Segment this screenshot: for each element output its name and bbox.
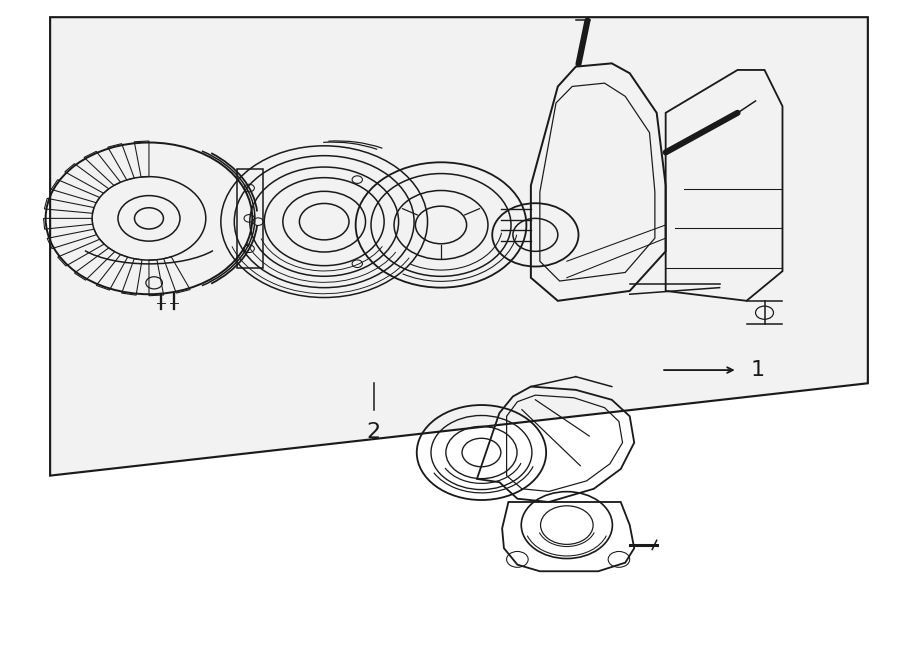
Bar [237,169,263,268]
Text: 2: 2 [366,422,381,442]
Text: 1: 1 [751,360,765,380]
Polygon shape [50,17,868,476]
